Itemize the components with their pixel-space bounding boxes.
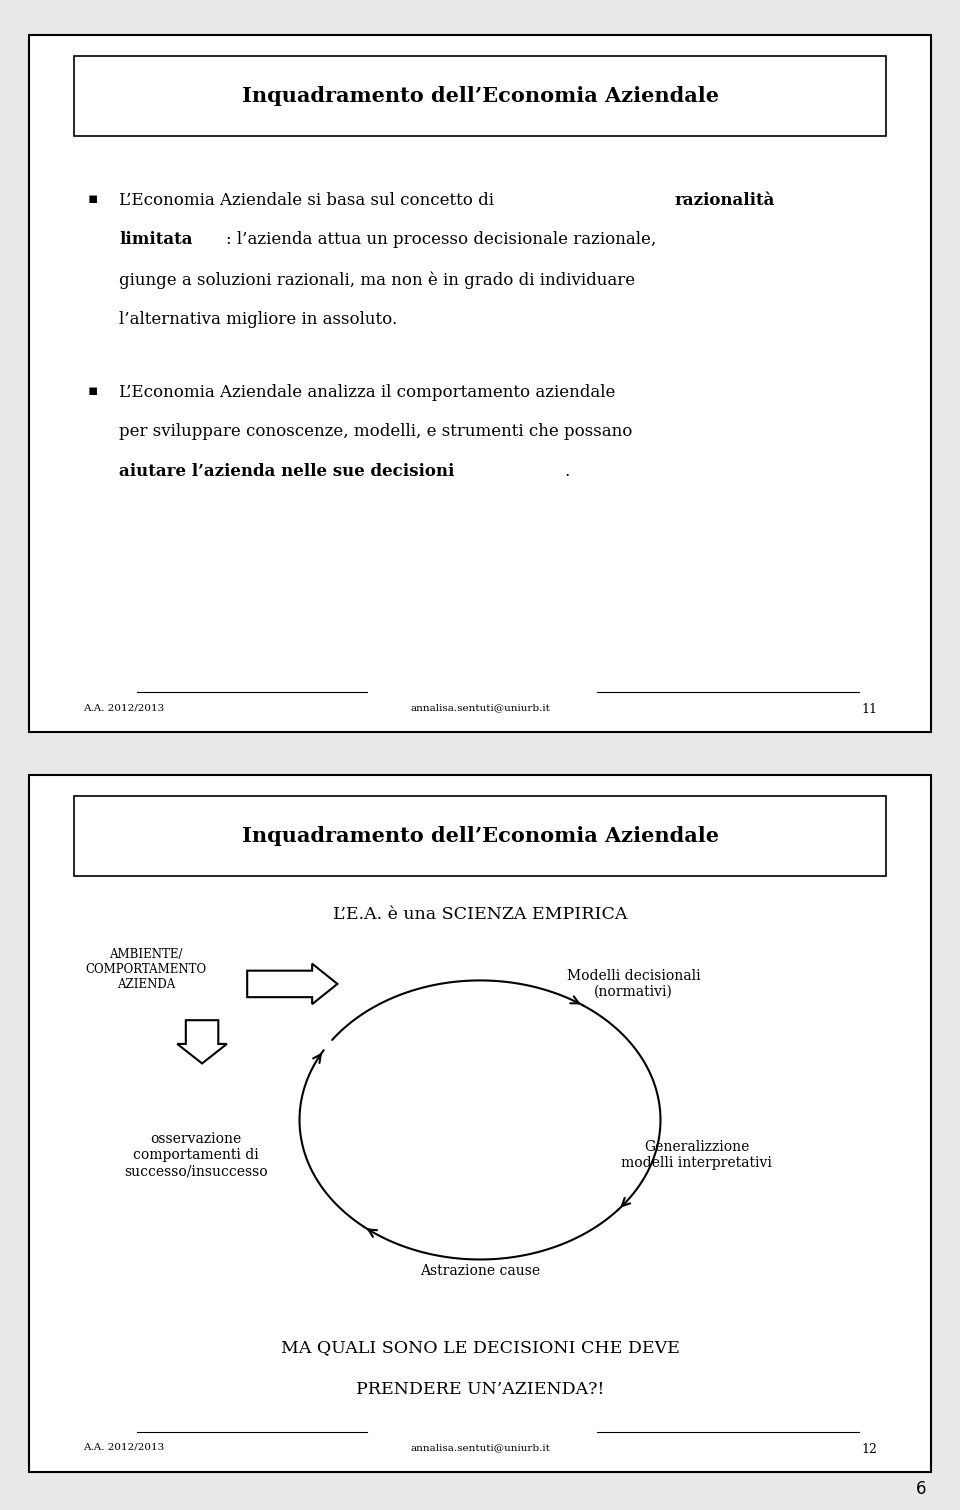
Text: giunge a soluzioni razionali, ma non è in grado di individuare: giunge a soluzioni razionali, ma non è i… xyxy=(119,272,636,288)
Text: Inquadramento dell’Economia Aziendale: Inquadramento dell’Economia Aziendale xyxy=(242,826,718,846)
Text: razionalità: razionalità xyxy=(675,192,776,208)
Text: Modelli decisionali
(normativi): Modelli decisionali (normativi) xyxy=(566,969,700,1000)
Text: ▪: ▪ xyxy=(87,384,98,397)
Text: Astrazione cause: Astrazione cause xyxy=(420,1264,540,1279)
Text: aiutare l’azienda nelle sue decisioni: aiutare l’azienda nelle sue decisioni xyxy=(119,464,454,480)
FancyBboxPatch shape xyxy=(74,56,886,136)
FancyBboxPatch shape xyxy=(29,775,931,1472)
Text: Inquadramento dell’Economia Aziendale: Inquadramento dell’Economia Aziendale xyxy=(242,86,718,106)
Text: A.A. 2012/2013: A.A. 2012/2013 xyxy=(83,704,164,713)
FancyBboxPatch shape xyxy=(29,35,931,732)
Text: PRENDERE UN’AZIENDA?!: PRENDERE UN’AZIENDA?! xyxy=(356,1382,604,1398)
Text: 6: 6 xyxy=(916,1480,926,1498)
Text: annalisa.sentuti@uniurb.it: annalisa.sentuti@uniurb.it xyxy=(410,1444,550,1453)
Text: L’Economia Aziendale analizza il comportamento aziendale: L’Economia Aziendale analizza il comport… xyxy=(119,384,615,400)
Text: AMBIENTE/
COMPORTAMENTO
AZIENDA: AMBIENTE/ COMPORTAMENTO AZIENDA xyxy=(85,948,206,992)
Text: annalisa.sentuti@uniurb.it: annalisa.sentuti@uniurb.it xyxy=(410,704,550,713)
Text: Generalizzione
modelli interpretativi: Generalizzione modelli interpretativi xyxy=(621,1140,772,1170)
Text: L’E.A. è una SCIENZA EMPIRICA: L’E.A. è una SCIENZA EMPIRICA xyxy=(333,906,627,923)
Text: limitata: limitata xyxy=(119,231,193,249)
Text: .: . xyxy=(564,464,570,480)
Text: osservazione
comportamenti di
successo/insuccesso: osservazione comportamenti di successo/i… xyxy=(124,1131,268,1178)
Text: 11: 11 xyxy=(861,704,877,716)
Text: MA QUALI SONO LE DECISIONI CHE DEVE: MA QUALI SONO LE DECISIONI CHE DEVE xyxy=(280,1339,680,1356)
Text: l’alternativa migliore in assoluto.: l’alternativa migliore in assoluto. xyxy=(119,311,397,328)
FancyBboxPatch shape xyxy=(74,796,886,876)
Text: 12: 12 xyxy=(861,1444,877,1456)
FancyArrow shape xyxy=(178,1021,227,1063)
Text: per sviluppare conoscenze, modelli, e strumenti che possano: per sviluppare conoscenze, modelli, e st… xyxy=(119,423,633,441)
FancyArrow shape xyxy=(247,963,337,1004)
Text: L’Economia Aziendale si basa sul concetto di: L’Economia Aziendale si basa sul concett… xyxy=(119,192,499,208)
Text: ▪: ▪ xyxy=(87,192,98,205)
Text: : l’azienda attua un processo decisionale razionale,: : l’azienda attua un processo decisional… xyxy=(226,231,656,249)
Text: A.A. 2012/2013: A.A. 2012/2013 xyxy=(83,1444,164,1453)
